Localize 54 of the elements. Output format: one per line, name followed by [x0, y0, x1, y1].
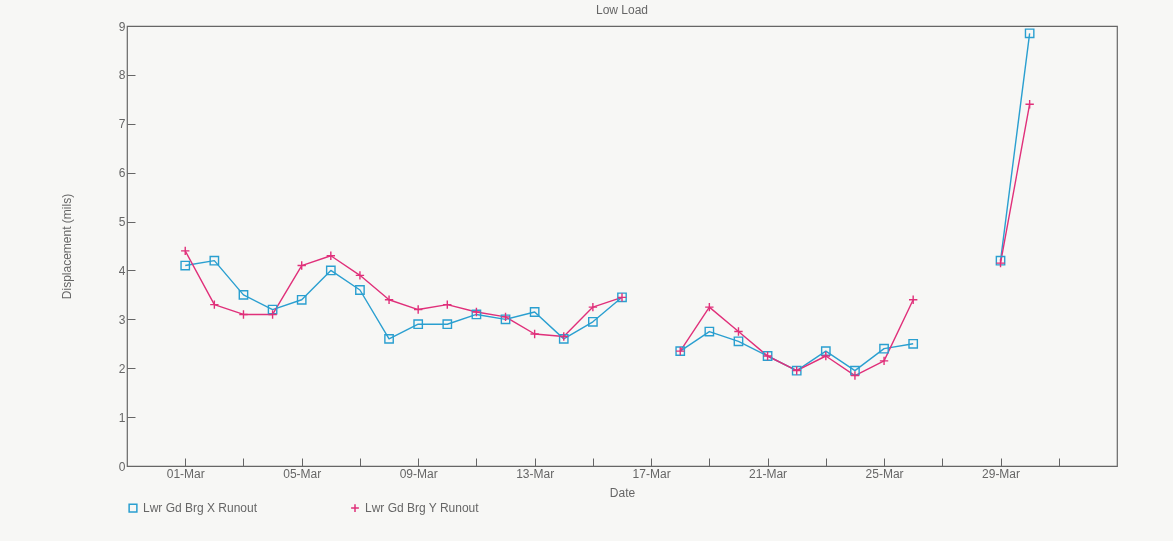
point — [908, 338, 919, 349]
point — [180, 246, 191, 256]
point — [879, 356, 889, 366]
point — [529, 307, 540, 317]
point — [820, 346, 831, 356]
y-tick-label: 7 — [118, 117, 126, 132]
y-tick-label: 9 — [118, 19, 126, 34]
point — [820, 351, 831, 361]
point — [238, 290, 249, 300]
x-tick-label: 01-Mar — [166, 466, 205, 481]
point — [267, 304, 278, 315]
point — [850, 365, 860, 376]
point — [296, 294, 307, 305]
point — [1024, 28, 1035, 39]
y-tick-label: 5 — [118, 215, 126, 230]
y-tick-label: 3 — [118, 312, 126, 327]
y-tick-label: 1 — [118, 410, 126, 425]
legend-label: Lwr Gd Brg Y Runout — [365, 501, 480, 516]
point — [384, 294, 394, 305]
point — [908, 294, 919, 305]
point — [704, 302, 715, 312]
point — [355, 270, 365, 281]
x-tick-label: 21-Mar — [749, 466, 788, 481]
x-tick-label: 05-Mar — [283, 466, 322, 481]
point — [733, 336, 744, 347]
point — [325, 265, 336, 276]
point — [879, 343, 889, 354]
y-tick-label: 0 — [118, 459, 126, 474]
point — [588, 302, 598, 312]
x-axis-title: Date — [609, 485, 636, 500]
x-tick-label: 17-Mar — [632, 466, 671, 481]
y-axis-title: Displacement (mils) — [59, 193, 74, 300]
point — [704, 326, 715, 337]
legend-label: Lwr Gd Brg X Runout — [143, 501, 258, 516]
x-tick-label: 29-Mar — [982, 466, 1021, 481]
point — [529, 329, 540, 339]
point — [180, 260, 191, 271]
x-tick-label: 09-Mar — [399, 466, 438, 481]
point — [850, 370, 860, 381]
point — [355, 285, 365, 295]
point — [413, 304, 424, 315]
x-tick-label: 13-Mar — [516, 466, 555, 481]
y-tick-label: 4 — [118, 263, 126, 278]
y-tick-label: 2 — [118, 361, 126, 376]
y-tick-label: 8 — [118, 68, 126, 83]
point — [325, 250, 336, 261]
point — [588, 316, 598, 327]
x-tick-label: 25-Mar — [865, 466, 904, 481]
chart-title: Low Load — [595, 3, 649, 17]
point — [442, 319, 453, 330]
point — [209, 255, 220, 266]
point — [384, 334, 394, 344]
y-tick-label: 6 — [118, 166, 126, 181]
point — [413, 319, 424, 330]
